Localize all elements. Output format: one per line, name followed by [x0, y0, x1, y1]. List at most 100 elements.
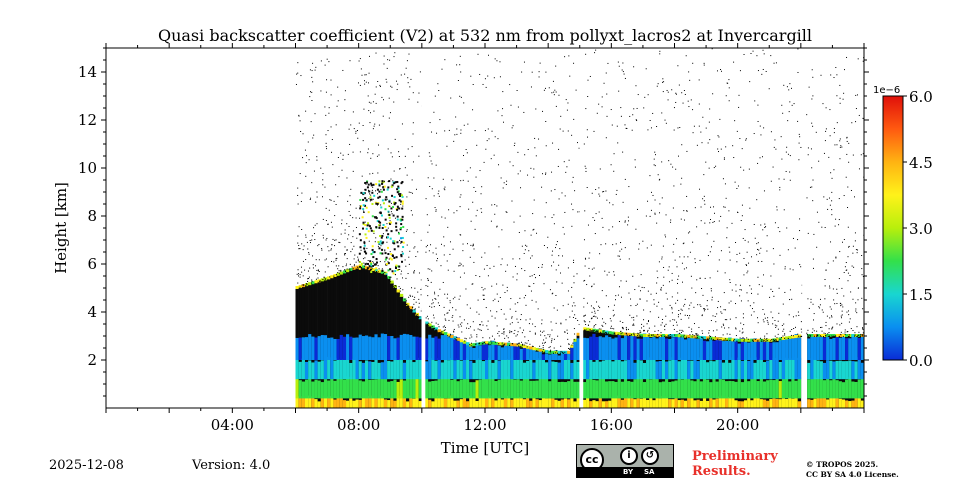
noise-point — [551, 329, 553, 331]
cloud-cell — [375, 258, 378, 261]
signal-band-cell — [371, 395, 375, 408]
noise-point — [465, 149, 467, 151]
noise-point — [533, 199, 535, 201]
noise-point — [371, 268, 373, 270]
signal-band-cell — [380, 395, 385, 408]
noise-point — [320, 60, 322, 62]
signal-band-cell — [769, 399, 773, 408]
noise-point — [509, 323, 511, 325]
noise-point — [459, 64, 461, 66]
noise-point — [453, 140, 455, 142]
noise-point — [295, 83, 297, 85]
noise-point — [718, 259, 720, 261]
signal-band-cell — [822, 337, 827, 360]
noise-point — [661, 112, 663, 114]
noise-point — [832, 335, 834, 337]
layer-edge-cell — [507, 342, 511, 346]
noise-point — [500, 308, 502, 310]
noise-point — [560, 323, 562, 325]
noise-point — [752, 339, 754, 341]
signal-band-cell — [740, 382, 745, 399]
noise-point — [466, 152, 468, 154]
layer-edge-cell — [788, 335, 792, 339]
noise-point — [688, 71, 690, 73]
noise-point — [639, 298, 641, 300]
cloud-cell — [396, 241, 399, 244]
noise-point — [425, 323, 427, 325]
noise-point — [620, 280, 622, 282]
y-tick-label: 2 — [87, 351, 97, 369]
noise-point — [408, 263, 410, 265]
noise-point — [762, 340, 764, 342]
noise-point — [829, 306, 831, 308]
noise-point — [519, 215, 521, 217]
signal-band-cell — [743, 376, 748, 399]
noise-point — [453, 270, 455, 272]
noise-point — [701, 288, 703, 290]
signal-band-cell — [630, 335, 634, 360]
signal-band-cell — [311, 381, 315, 399]
noise-point — [622, 151, 624, 153]
noise-point — [358, 60, 360, 62]
signal-band-cell — [503, 395, 508, 408]
noise-point — [640, 274, 642, 276]
noise-point — [788, 314, 790, 316]
layer-edge-cell — [424, 321, 429, 325]
noise-point — [503, 182, 505, 184]
noise-point — [842, 306, 844, 308]
noise-point — [399, 168, 401, 170]
noise-point — [584, 314, 586, 316]
signal-band-cell — [589, 359, 593, 380]
signal-band-cell — [538, 358, 543, 380]
noise-point — [366, 247, 368, 249]
noise-point — [417, 291, 419, 293]
cloud-cell — [397, 190, 400, 193]
noise-point — [718, 339, 720, 341]
noise-point — [839, 302, 841, 304]
noise-point — [652, 334, 654, 336]
cloud-cell — [367, 230, 370, 233]
noise-point — [435, 209, 437, 211]
layer-edge-cell — [503, 342, 508, 346]
signal-band-cell — [327, 396, 331, 408]
noise-point — [599, 331, 601, 333]
noise-point — [658, 316, 660, 318]
signal-band-cell — [845, 361, 849, 380]
cloud-cell — [385, 256, 388, 259]
noise-point — [647, 290, 649, 292]
noise-point — [418, 317, 420, 319]
noise-point — [820, 335, 822, 337]
noise-point — [443, 236, 445, 238]
noise-point — [305, 234, 307, 236]
cloud-cell — [379, 240, 382, 243]
noise-point — [297, 203, 299, 205]
noise-point — [596, 301, 598, 303]
signal-band-cell — [548, 358, 552, 380]
noise-point — [668, 281, 670, 283]
noise-point — [397, 83, 399, 85]
noise-point — [448, 129, 450, 131]
signal-band-cell — [314, 360, 318, 380]
footer-date: 2025-12-08 — [49, 458, 124, 473]
noise-point — [757, 293, 759, 295]
noise-point — [660, 324, 662, 326]
noise-point — [618, 90, 620, 92]
signal-band-cell — [636, 398, 641, 408]
noise-point — [405, 230, 407, 232]
noise-point — [753, 331, 755, 333]
signal-band-cell — [668, 360, 672, 380]
noise-point — [612, 315, 614, 317]
noise-point — [775, 62, 777, 64]
cloud-cell — [396, 188, 399, 191]
cloud-cell — [368, 190, 371, 193]
noise-point — [816, 334, 818, 336]
noise-point — [666, 89, 668, 91]
noise-point — [797, 311, 799, 313]
noise-point — [444, 318, 446, 320]
layer-edge-cell — [636, 333, 641, 337]
cloud-cell — [367, 222, 370, 225]
signal-band-cell — [759, 339, 764, 360]
noise-point — [767, 323, 769, 325]
noise-point — [443, 329, 445, 331]
noise-point — [413, 247, 415, 249]
